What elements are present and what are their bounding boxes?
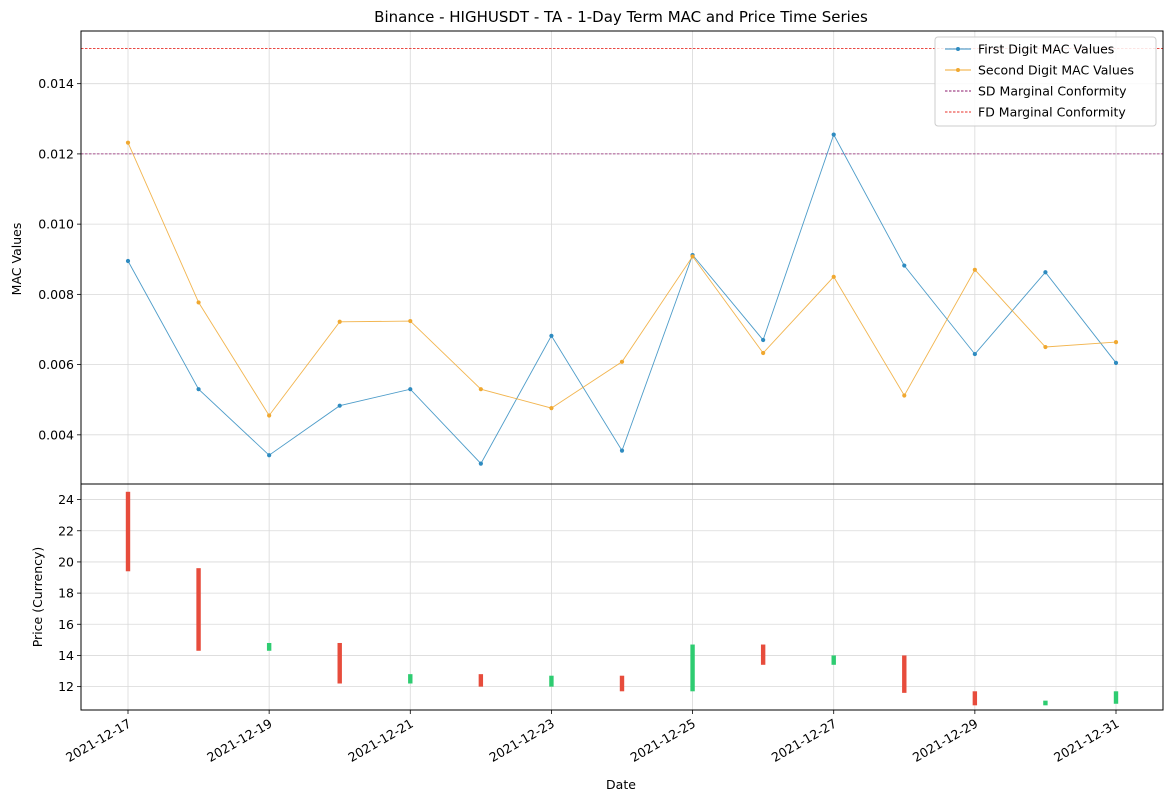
mac-y-tick-label: 0.006 <box>38 357 74 372</box>
series-2-point <box>1043 344 1048 350</box>
price-y-tick-label: 16 <box>58 617 74 632</box>
price-candle <box>408 674 413 684</box>
series-1-point <box>337 403 342 408</box>
price-candle <box>266 642 272 651</box>
price-candle <box>337 642 342 684</box>
legend-second-digit-marker <box>956 68 960 72</box>
legend: First Digit MAC Values Second Digit MAC V… <box>934 36 1157 127</box>
mac-y-tick-label: 0.012 <box>38 146 74 161</box>
series-2-point <box>549 406 554 411</box>
price-candle <box>902 655 907 693</box>
price-axes-frame <box>80 483 1164 711</box>
price-candle <box>619 675 625 692</box>
grid-layer <box>81 31 1163 710</box>
candles-layer <box>125 491 1119 706</box>
price-candle <box>972 691 978 706</box>
mac-y-axis-title: MAC Values <box>9 223 24 296</box>
series-1-point <box>408 387 413 392</box>
series-1-point <box>619 448 625 453</box>
price-y-tick-label: 14 <box>58 648 74 663</box>
chart-title: Binance - HIGHUSDT - TA - 1-Day Term MAC… <box>374 8 868 26</box>
series-1-point <box>267 453 272 458</box>
series-1-point <box>902 263 907 268</box>
price-candle <box>478 674 484 687</box>
legend-first-digit-label: First Digit MAC Values <box>978 42 1114 57</box>
legend-first-digit-marker <box>956 47 960 51</box>
legend-fd-conformity-label: FD Marginal Conformity <box>978 105 1126 120</box>
price-candle <box>760 644 766 665</box>
price-candle <box>196 568 201 651</box>
mac-y-tick-label: 0.004 <box>38 427 74 442</box>
price-y-tick-label: 18 <box>58 586 74 601</box>
series-1-point <box>972 351 977 357</box>
mac-y-tick-label: 0.008 <box>38 287 74 302</box>
price-y-tick-label: 20 <box>58 554 74 569</box>
price-candle <box>549 675 554 687</box>
series-1-point <box>196 387 201 392</box>
series-2-point <box>902 393 907 398</box>
series-2-point <box>408 318 413 324</box>
series-2-point <box>125 140 131 145</box>
series-2-point <box>972 267 977 272</box>
series-1-point <box>125 258 131 264</box>
series-1-point <box>1113 360 1119 365</box>
x-axis-title: Date <box>606 777 636 792</box>
price-y-tick-label: 22 <box>58 523 74 538</box>
series-2-point <box>1113 340 1119 345</box>
series-1-point <box>761 337 766 343</box>
legend-box <box>934 36 1157 127</box>
series-2-point <box>619 359 625 364</box>
price-y-axis-title: Price (Currency) <box>30 547 45 648</box>
axes-layer <box>80 30 1164 711</box>
mac-y-tick-label: 0.010 <box>38 217 74 232</box>
series-2-point <box>267 413 272 418</box>
price-candle <box>125 491 131 572</box>
series-1-point <box>831 132 836 137</box>
series-2-point <box>478 387 483 392</box>
series-2-point <box>761 350 766 356</box>
series-2-point <box>196 300 201 305</box>
series-2-point <box>831 274 836 279</box>
series-2-point <box>690 254 695 259</box>
series-2-point <box>337 319 342 324</box>
series-1-point <box>549 333 554 338</box>
series-layer <box>125 132 1119 466</box>
price-candle <box>1113 691 1119 704</box>
price-y-tick-label: 12 <box>58 679 74 694</box>
price-y-tick-label: 24 <box>58 492 74 507</box>
series-1-point <box>1043 270 1048 275</box>
price-candle <box>831 655 836 665</box>
series-1-point <box>478 461 483 466</box>
price-candle <box>1043 700 1048 706</box>
legend-sd-conformity-label: SD Marginal Conformity <box>978 84 1127 99</box>
price-candle <box>690 644 695 692</box>
legend-second-digit-label: Second Digit MAC Values <box>978 63 1134 78</box>
mac-y-tick-label: 0.014 <box>38 76 74 91</box>
